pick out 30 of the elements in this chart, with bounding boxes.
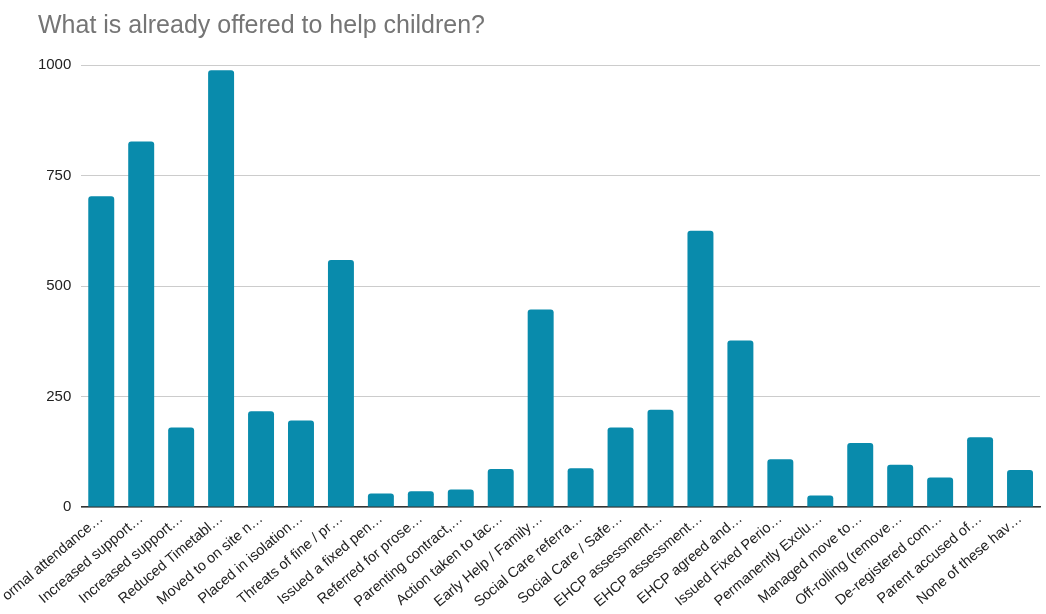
bar bbox=[208, 70, 235, 507]
y-tick-label: 500 bbox=[46, 276, 72, 294]
bar bbox=[647, 409, 674, 507]
bar bbox=[847, 443, 874, 507]
bar bbox=[767, 459, 794, 507]
bar bbox=[407, 491, 434, 507]
bar bbox=[327, 259, 354, 507]
y-tick-label: 0 bbox=[62, 497, 72, 515]
chart-title: What is already offered to help children? bbox=[38, 10, 486, 39]
bar bbox=[607, 427, 634, 507]
y-tick-label: 750 bbox=[46, 165, 72, 183]
bar bbox=[168, 427, 195, 507]
bar bbox=[88, 196, 115, 507]
bar bbox=[487, 469, 514, 507]
y-tick-label: 250 bbox=[46, 386, 72, 404]
bar bbox=[527, 309, 554, 507]
bar bbox=[967, 437, 994, 507]
bar bbox=[248, 411, 275, 507]
bar bbox=[367, 493, 394, 507]
bar bbox=[807, 495, 834, 507]
bar bbox=[447, 489, 474, 507]
bar bbox=[288, 420, 314, 507]
bar bbox=[727, 340, 754, 507]
bar bbox=[927, 477, 954, 507]
bar bbox=[887, 464, 914, 507]
y-tick-label: 1000 bbox=[37, 55, 72, 73]
bar bbox=[567, 468, 594, 507]
bar bbox=[128, 141, 155, 507]
bar bbox=[1007, 469, 1034, 507]
bar bbox=[687, 230, 714, 507]
